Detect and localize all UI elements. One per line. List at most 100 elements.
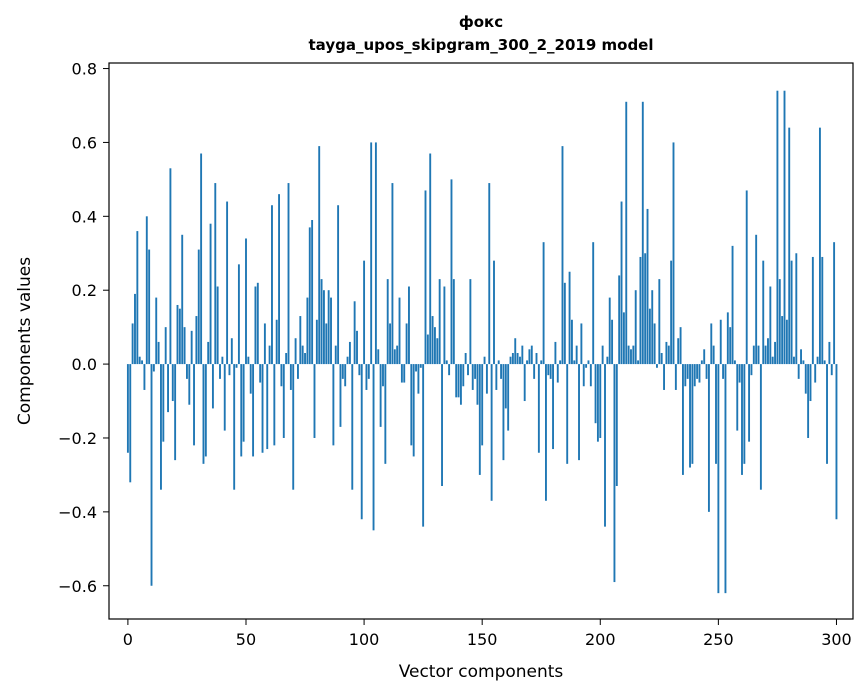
- bar-156: [495, 364, 498, 390]
- bar-138: [452, 279, 455, 365]
- bar-296: [826, 364, 828, 464]
- bar-225: [658, 279, 661, 365]
- bar-262: [745, 190, 748, 365]
- bar-79: [313, 364, 316, 438]
- bar-291: [814, 364, 817, 383]
- bar-111: [389, 323, 392, 365]
- bar-212: [627, 345, 630, 365]
- bar-295: [823, 360, 826, 365]
- bar-298: [830, 364, 833, 376]
- bar-47: [237, 264, 240, 365]
- bar-283: [795, 253, 798, 365]
- bar-29: [195, 316, 198, 365]
- bar-227: [663, 364, 665, 390]
- bar-168: [523, 364, 526, 402]
- bar-218: [641, 101, 644, 365]
- bar-194: [585, 364, 588, 368]
- bar-236: [684, 364, 687, 387]
- bar-159: [502, 364, 505, 461]
- bar-15: [162, 364, 165, 442]
- bar-235: [682, 364, 684, 475]
- y-tick-label: −0.2: [58, 429, 97, 448]
- x-tick-label: 150: [467, 630, 498, 649]
- bar-95: [351, 364, 354, 490]
- bar-181: [554, 341, 557, 365]
- bar-231: [672, 142, 675, 365]
- bar-117: [403, 364, 406, 383]
- bar-2: [131, 323, 134, 365]
- bar-211: [625, 101, 628, 365]
- bar-0: [126, 364, 129, 453]
- bar-289: [809, 364, 812, 402]
- bar-232: [674, 364, 677, 390]
- bar-299: [833, 242, 836, 365]
- bar-280: [788, 127, 791, 365]
- bar-197: [592, 242, 595, 365]
- bar-249: [715, 364, 717, 464]
- bar-32: [202, 364, 205, 464]
- bar-201: [601, 345, 604, 365]
- bar-222: [651, 290, 654, 365]
- bar-76: [306, 297, 309, 365]
- bar-252: [722, 364, 725, 379]
- bar-135: [445, 360, 448, 365]
- bar-115: [398, 297, 401, 365]
- bar-13: [157, 341, 160, 365]
- bar-122: [415, 364, 417, 372]
- bar-200: [599, 364, 602, 438]
- bar-166: [519, 356, 521, 365]
- bar-186: [566, 364, 569, 464]
- bar-106: [377, 349, 380, 365]
- bar-37: [214, 183, 217, 365]
- bar-148: [476, 364, 479, 405]
- bar-65: [280, 364, 283, 387]
- bar-274: [774, 341, 776, 365]
- bar-204: [608, 297, 611, 365]
- bar-266: [755, 234, 758, 365]
- bar-219: [644, 253, 647, 365]
- bar-78: [311, 220, 314, 365]
- bar-141: [459, 364, 462, 405]
- bar-93: [346, 356, 349, 365]
- bar-241: [696, 364, 699, 379]
- bar-259: [738, 364, 741, 383]
- bar-203: [606, 356, 609, 365]
- y-axis-label: Components values: [15, 257, 35, 425]
- bar-1: [129, 364, 132, 483]
- bar-131: [436, 338, 439, 365]
- bar-223: [653, 323, 656, 365]
- bar-132: [438, 279, 441, 365]
- bar-206: [613, 364, 616, 583]
- bar-175: [540, 360, 543, 365]
- bar-171: [530, 345, 533, 365]
- bar-217: [639, 256, 642, 365]
- bar-140: [457, 364, 460, 398]
- bar-113: [393, 349, 396, 365]
- bar-297: [828, 341, 831, 365]
- y-tick-label: −0.6: [58, 577, 97, 596]
- bar-269: [762, 260, 765, 365]
- bars-group: [126, 90, 838, 594]
- bar-292: [816, 356, 819, 365]
- bar-193: [582, 364, 585, 387]
- bar-92: [344, 364, 347, 387]
- bar-127: [426, 334, 429, 365]
- bar-143: [464, 353, 467, 365]
- bar-278: [783, 90, 786, 365]
- bar-19: [171, 364, 174, 402]
- bar-139: [455, 364, 458, 398]
- bar-275: [776, 90, 779, 365]
- bar-205: [611, 319, 614, 365]
- bar-44: [230, 338, 233, 365]
- bar-105: [374, 142, 377, 365]
- bar-66: [282, 364, 285, 438]
- bar-290: [811, 256, 814, 365]
- bar-56: [259, 364, 262, 383]
- bar-287: [804, 364, 807, 394]
- bar-250: [717, 364, 720, 594]
- bar-28: [193, 364, 195, 446]
- bar-91: [341, 364, 344, 379]
- bar-282: [793, 356, 795, 365]
- bar-237: [686, 364, 689, 379]
